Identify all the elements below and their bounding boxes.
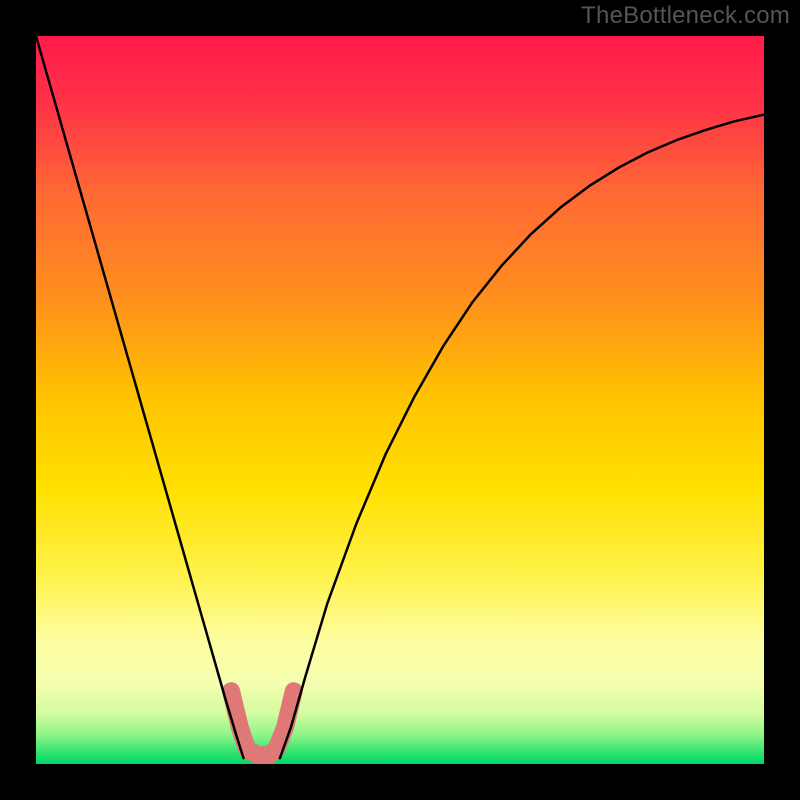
watermark-text: TheBottleneck.com [581,2,790,30]
chart-background [36,36,764,764]
plot-area [36,36,764,764]
chart-svg [36,36,764,764]
chart-frame: TheBottleneck.com [0,0,800,800]
